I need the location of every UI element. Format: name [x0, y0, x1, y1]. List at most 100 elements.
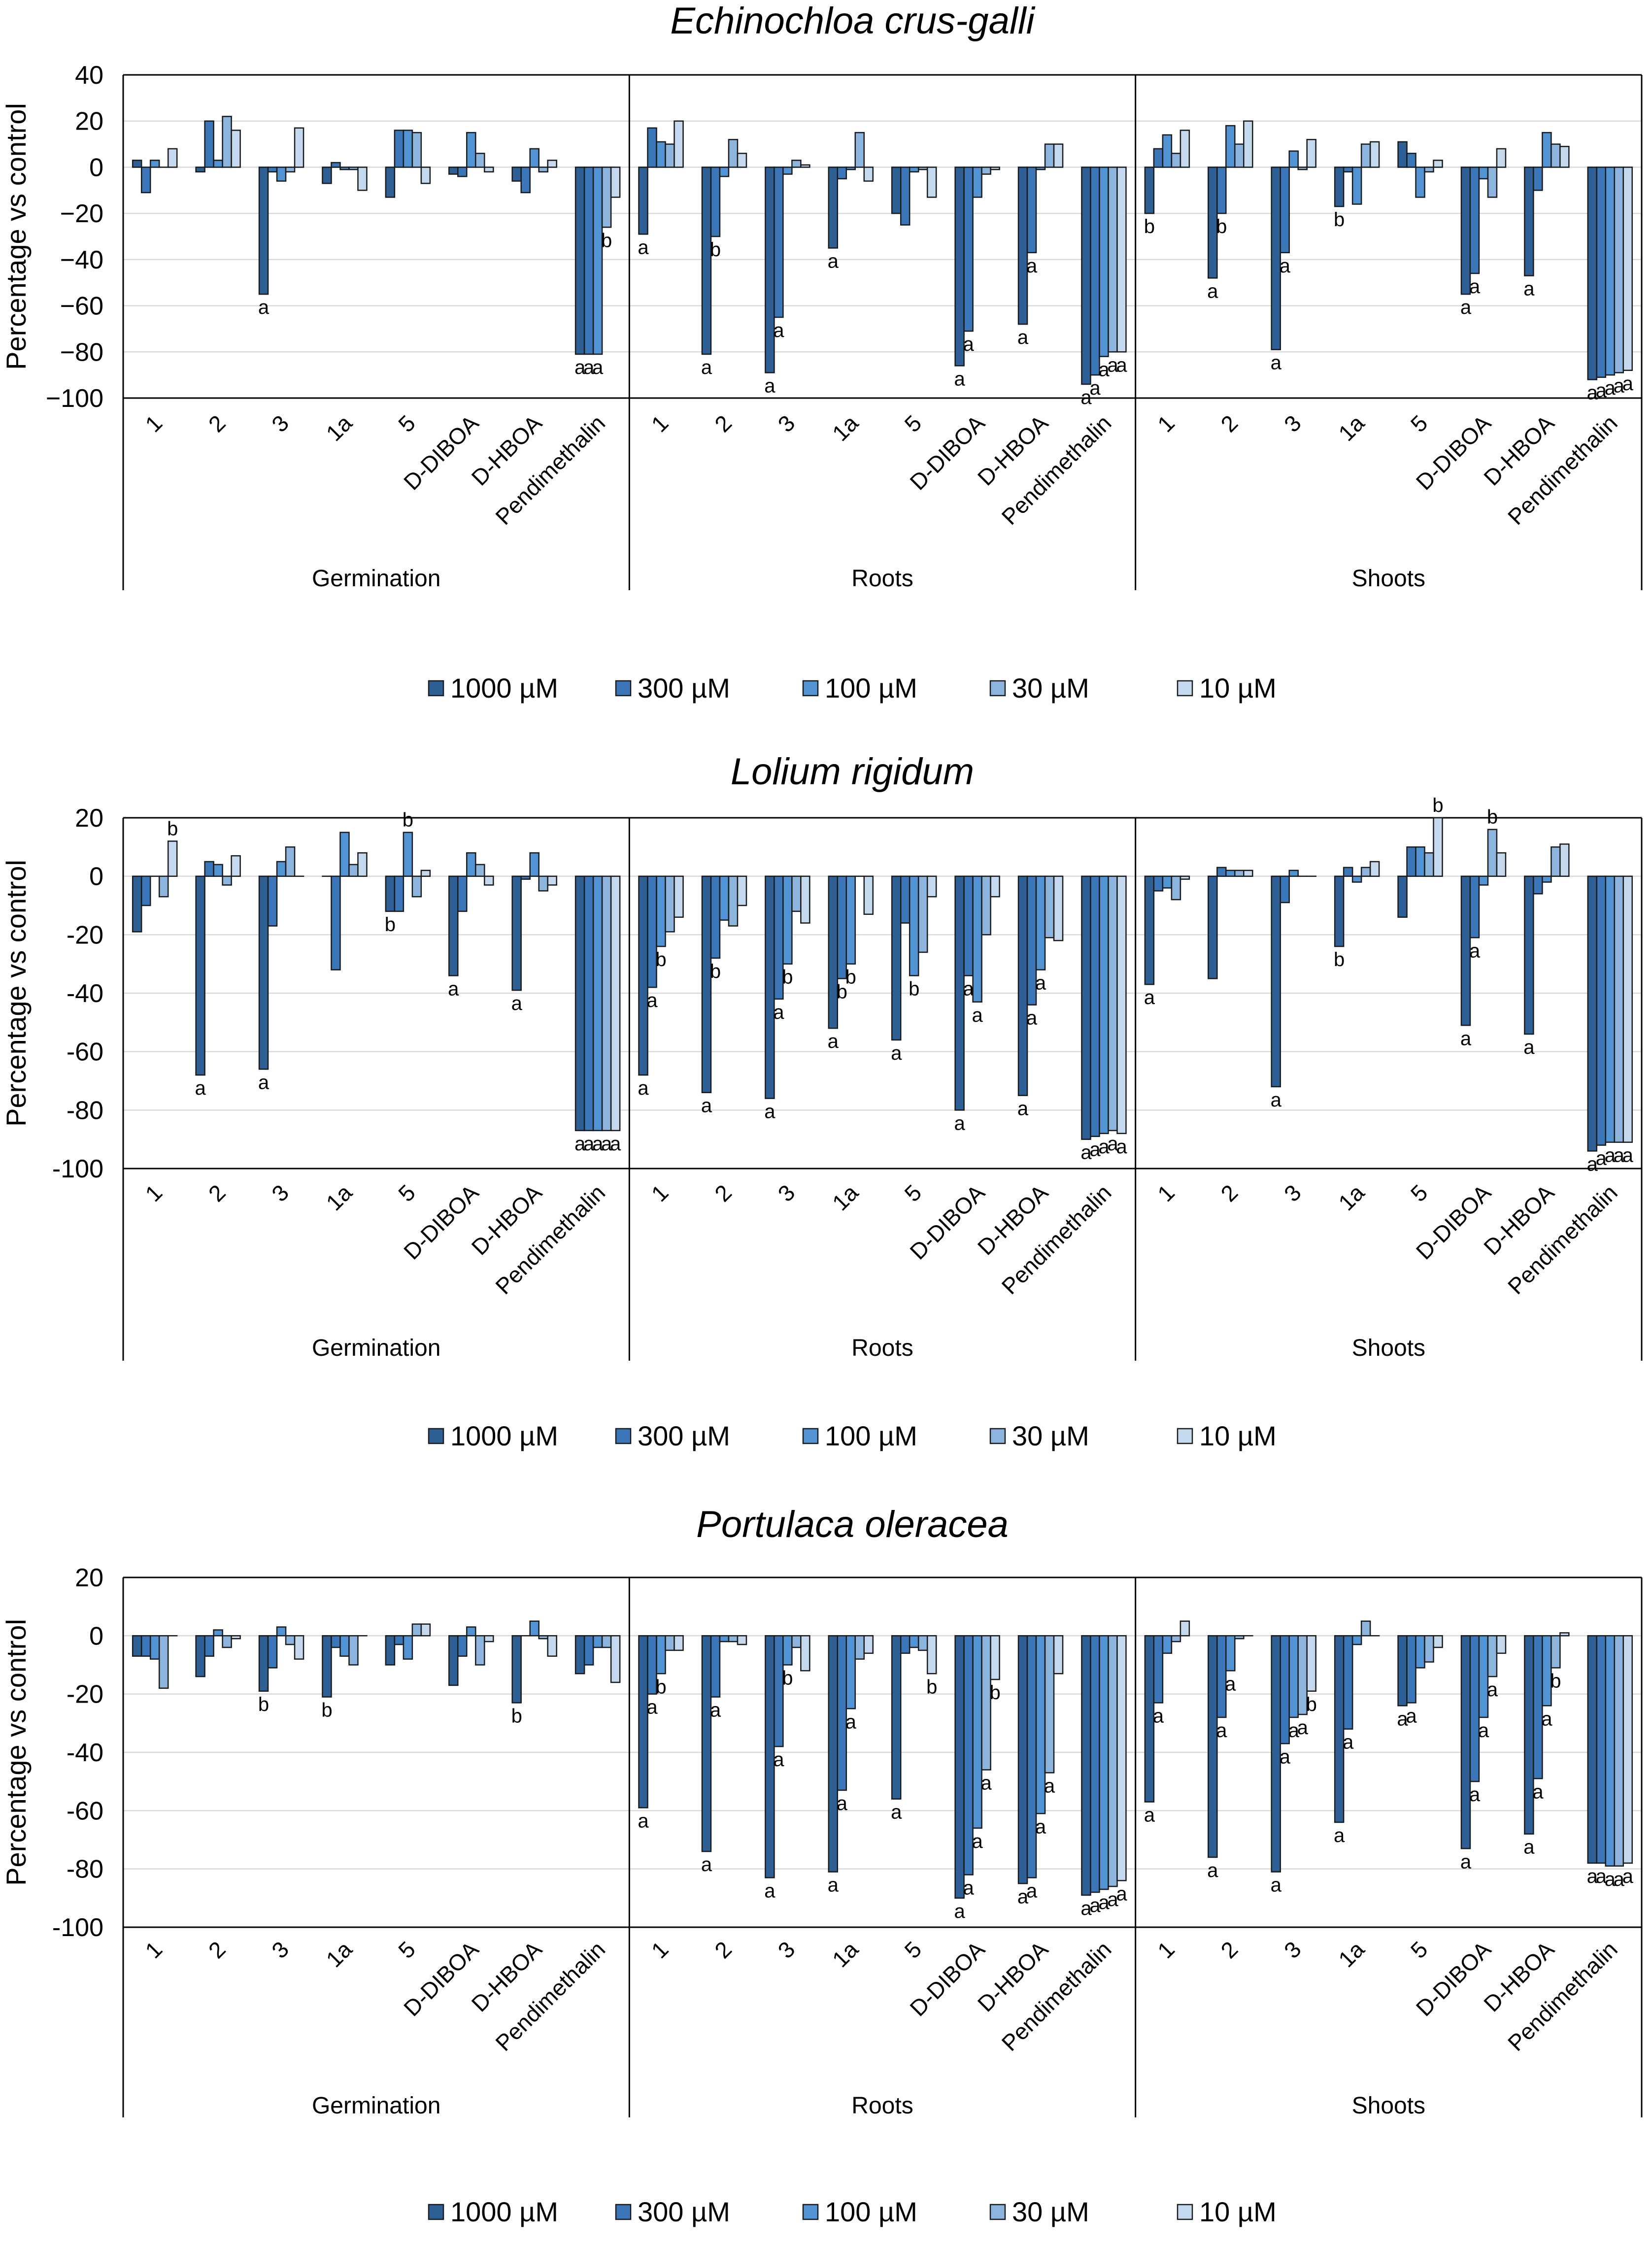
bar: [1478, 1635, 1489, 1718]
bar: [520, 167, 531, 194]
significance-label: a: [1216, 1720, 1227, 1741]
significance-label: a: [1523, 1037, 1535, 1058]
legend-label: 300 µM: [638, 1420, 730, 1451]
significance-label: b: [167, 818, 178, 839]
bar: [1369, 861, 1380, 877]
significance-label: a: [1523, 1837, 1535, 1858]
significance-label: a: [1107, 1889, 1118, 1910]
category-label: 1: [140, 1179, 167, 1206]
legend-swatch: [1177, 1428, 1193, 1444]
bar: [909, 167, 919, 173]
bar: [1487, 1635, 1498, 1677]
bar: [1614, 1635, 1624, 1867]
bar: [972, 167, 982, 198]
bar: [719, 875, 730, 921]
significance-label: a: [574, 1133, 586, 1155]
significance-label: a: [972, 1831, 983, 1852]
bar: [1622, 1635, 1633, 1864]
category-label: 1a: [1333, 410, 1369, 446]
category-label: 1a: [321, 1179, 357, 1215]
bar: [592, 1635, 603, 1648]
significance-label: a: [1469, 1784, 1481, 1806]
bar: [204, 120, 214, 168]
bar: [403, 832, 413, 877]
bar: [529, 1620, 539, 1637]
bar: [610, 1635, 621, 1683]
significance-label: a: [258, 1071, 270, 1093]
significance-label: b: [909, 978, 919, 1000]
bar: [394, 130, 405, 168]
bar: [574, 875, 585, 1132]
bar: [1334, 1635, 1345, 1823]
bar: [963, 167, 974, 332]
bar: [466, 852, 476, 877]
significance-label: a: [828, 250, 839, 272]
bar: [195, 1635, 205, 1677]
bar: [1216, 167, 1227, 214]
significance-label: a: [773, 1002, 784, 1023]
bar: [656, 141, 666, 168]
bar: [1605, 167, 1616, 376]
bar: [1559, 146, 1570, 168]
significance-label: b: [710, 961, 721, 982]
bar: [511, 167, 522, 182]
bar: [1216, 1635, 1227, 1718]
significance-label: b: [1550, 1670, 1561, 1692]
bar: [520, 875, 531, 880]
bar: [322, 1635, 332, 1698]
significance-label: a: [583, 357, 595, 378]
bar: [1234, 143, 1245, 168]
bar: [1180, 130, 1190, 168]
bar: [1081, 875, 1091, 1140]
significance-label: a: [1098, 359, 1110, 381]
bar: [583, 875, 594, 1132]
significance-label: a: [1035, 1816, 1046, 1838]
bar: [1035, 167, 1046, 170]
bar: [267, 167, 278, 173]
bar: [140, 167, 151, 194]
bar: [674, 120, 684, 168]
significance-label: a: [1596, 1866, 1607, 1887]
category-label: 1: [1152, 1179, 1180, 1206]
y-tick-label: −20: [60, 200, 103, 228]
bar: [339, 832, 350, 877]
bar: [1433, 817, 1443, 877]
significance-label: a: [1116, 1883, 1127, 1905]
significance-label: b: [1306, 1694, 1317, 1715]
bar: [1162, 1635, 1173, 1654]
significance-label: a: [574, 357, 586, 378]
bar: [1108, 1635, 1118, 1887]
bar: [1162, 134, 1173, 168]
bar: [1496, 148, 1507, 168]
category-label: 2: [709, 410, 737, 437]
bar: [1415, 1635, 1425, 1669]
bar: [782, 1635, 793, 1666]
bar: [1090, 167, 1100, 376]
significance-label: a: [1116, 1136, 1127, 1158]
legend-label: 300 µM: [638, 2196, 730, 2227]
bar: [1596, 1635, 1607, 1864]
bar: [1144, 875, 1155, 985]
significance-label: b: [601, 230, 612, 251]
category-label: 3: [773, 410, 800, 437]
bar: [665, 1635, 675, 1651]
bar: [1225, 870, 1236, 877]
bar: [457, 1635, 468, 1657]
bar: [828, 167, 839, 249]
bar: [285, 167, 296, 173]
bar: [1622, 875, 1633, 1143]
significance-label: a: [1288, 1720, 1300, 1741]
bar: [403, 130, 413, 168]
bar: [258, 167, 269, 295]
bar: [1469, 875, 1480, 938]
significance-label: b: [1144, 216, 1155, 237]
significance-label: a: [764, 1101, 775, 1123]
bar: [331, 162, 341, 168]
legend-label: 100 µM: [825, 1420, 917, 1451]
significance-label: a: [828, 1031, 839, 1052]
bar: [1225, 1635, 1236, 1672]
bar: [231, 1635, 241, 1640]
bar: [900, 167, 910, 226]
bar: [972, 875, 982, 1003]
category-label: 1a: [1333, 1936, 1369, 1972]
